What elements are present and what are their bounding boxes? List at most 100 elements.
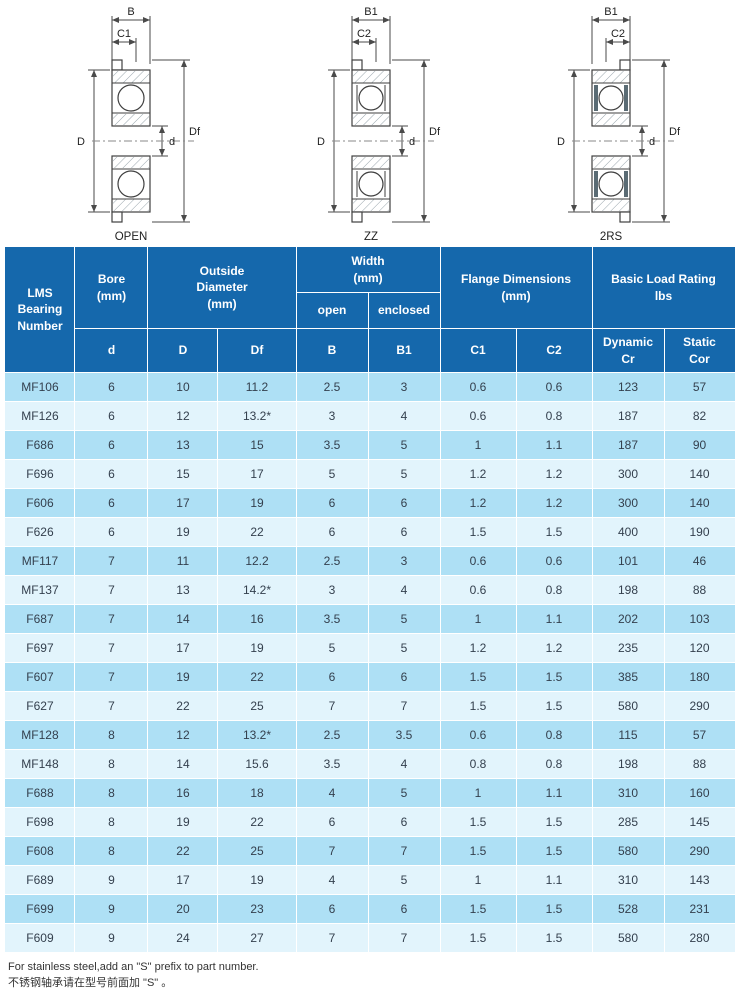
header-width: Width (mm) xyxy=(295,246,441,293)
header-dynamic-cr: Dynamic Cr xyxy=(591,328,665,373)
value-cell: 22 xyxy=(217,517,297,547)
value-cell: 13 xyxy=(147,430,219,460)
value-cell: 19 xyxy=(217,865,297,895)
value-cell: 22 xyxy=(147,691,219,721)
value-cell: 6 xyxy=(74,517,149,547)
header-lms-bearing-number: LMS Bearing Number xyxy=(4,246,76,373)
value-cell: 25 xyxy=(217,691,297,721)
value-cell: 2.5 xyxy=(295,546,369,576)
value-cell: 6 xyxy=(74,488,149,518)
header-flange-dimensions: Flange Dimensions (mm) xyxy=(439,246,593,329)
value-cell: 7 xyxy=(74,546,149,576)
value-cell: 0.8 xyxy=(439,749,517,779)
value-cell: 14 xyxy=(147,604,219,634)
value-cell: 12.2 xyxy=(217,546,297,576)
value-cell: 6 xyxy=(295,488,369,518)
table-row: MF137 7 13 14.2* 3 4 0.6 0.8 198 88 xyxy=(4,575,736,605)
value-cell: 580 xyxy=(591,836,665,866)
dim-label-width: B1 xyxy=(604,6,617,18)
dim-label-flange-width: C2 xyxy=(611,28,625,40)
value-cell: 1.2 xyxy=(515,488,593,518)
value-cell: 1.5 xyxy=(515,923,593,953)
value-cell: 23 xyxy=(217,894,297,924)
value-cell: 1.5 xyxy=(515,662,593,692)
value-cell: 180 xyxy=(663,662,736,692)
value-cell: 7 xyxy=(74,662,149,692)
value-cell: 0.8 xyxy=(515,575,593,605)
value-cell: 2.5 xyxy=(295,372,369,402)
value-cell: 580 xyxy=(591,923,665,953)
value-cell: 0.6 xyxy=(515,372,593,402)
table-body: MF106 6 10 11.2 2.5 3 0.6 0.6 123 57 MF126 6 12 13.2*… xyxy=(4,372,736,953)
table-row: MF128 8 12 13.2* 2.5 3.5 0.6 0.8 115 57 xyxy=(4,720,736,750)
bearing-number-cell: MF148 xyxy=(4,749,76,779)
value-cell: 1 xyxy=(439,865,517,895)
bearing-dimensions-table: LMS Bearing Number Bore (mm) Outside Dia… xyxy=(4,246,736,953)
value-cell: 7 xyxy=(295,691,369,721)
value-cell: 1.2 xyxy=(439,459,517,489)
bearing-number-cell: F609 xyxy=(4,923,76,953)
header-D: D xyxy=(147,328,219,373)
dim-label-bore: d xyxy=(649,136,655,148)
table-row: F699 9 20 23 6 6 1.5 1.5 528 231 xyxy=(4,894,736,924)
value-cell: 16 xyxy=(147,778,219,808)
value-cell: 1 xyxy=(439,430,517,460)
value-cell: 5 xyxy=(367,633,441,663)
value-cell: 6 xyxy=(74,430,149,460)
value-cell: 580 xyxy=(591,691,665,721)
value-cell: 15.6 xyxy=(217,749,297,779)
value-cell: 1.5 xyxy=(439,517,517,547)
value-cell: 0.8 xyxy=(515,401,593,431)
value-cell: 140 xyxy=(663,459,736,489)
value-cell: 6 xyxy=(295,894,369,924)
value-cell: 6 xyxy=(295,517,369,547)
value-cell: 7 xyxy=(367,836,441,866)
value-cell: 13 xyxy=(147,575,219,605)
bearing-number-cell: F686 xyxy=(4,430,76,460)
value-cell: 4 xyxy=(295,865,369,895)
value-cell: 22 xyxy=(147,836,219,866)
value-cell: 400 xyxy=(591,517,665,547)
value-cell: 7 xyxy=(74,575,149,605)
value-cell: 285 xyxy=(591,807,665,837)
value-cell: 24 xyxy=(147,923,219,953)
table-row: F627 7 22 25 7 7 1.5 1.5 580 290 xyxy=(4,691,736,721)
value-cell: 3.5 xyxy=(295,430,369,460)
value-cell: 8 xyxy=(74,749,149,779)
value-cell: 7 xyxy=(367,691,441,721)
value-cell: 8 xyxy=(74,778,149,808)
value-cell: 22 xyxy=(217,807,297,837)
dim-label-bore: d xyxy=(169,136,175,148)
value-cell: 18 xyxy=(217,778,297,808)
value-cell: 6 xyxy=(295,807,369,837)
bearing-number-cell: F608 xyxy=(4,836,76,866)
table-row: F688 8 16 18 4 5 1 1.1 310 160 xyxy=(4,778,736,808)
bearing-number-cell: F606 xyxy=(4,488,76,518)
header-bore: Bore (mm) xyxy=(74,246,149,329)
value-cell: 6 xyxy=(367,894,441,924)
value-cell: 3.5 xyxy=(367,720,441,750)
header-C1: C1 xyxy=(439,328,517,373)
value-cell: 57 xyxy=(663,372,736,402)
value-cell: 9 xyxy=(74,894,149,924)
value-cell: 385 xyxy=(591,662,665,692)
value-cell: 290 xyxy=(663,836,736,866)
value-cell: 1.5 xyxy=(439,691,517,721)
value-cell: 1.1 xyxy=(515,604,593,634)
value-cell: 7 xyxy=(295,923,369,953)
value-cell: 6 xyxy=(74,372,149,402)
table-row: F626 6 19 22 6 6 1.5 1.5 400 190 xyxy=(4,517,736,547)
dim-label-flange-dia: Df xyxy=(429,126,441,138)
dim-label-width: B1 xyxy=(364,6,377,18)
value-cell: 1 xyxy=(439,604,517,634)
value-cell: 300 xyxy=(591,459,665,489)
value-cell: 280 xyxy=(663,923,736,953)
value-cell: 8 xyxy=(74,720,149,750)
value-cell: 0.8 xyxy=(515,720,593,750)
value-cell: 3 xyxy=(295,401,369,431)
dim-label-outer-dia: D xyxy=(77,136,85,148)
bearing-cross-section-zz-icon: B1 C2 D d Df ZZ xyxy=(317,6,441,243)
value-cell: 187 xyxy=(591,430,665,460)
table-row: MF126 6 12 13.2* 3 4 0.6 0.8 187 82 xyxy=(4,401,736,431)
